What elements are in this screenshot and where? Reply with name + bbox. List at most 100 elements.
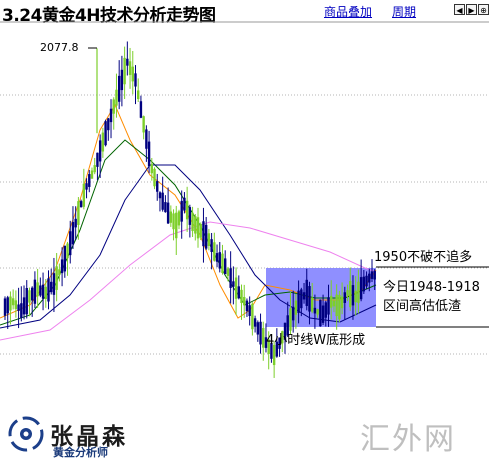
candle-body — [221, 253, 224, 274]
candle-body — [107, 118, 110, 131]
candle-body — [283, 322, 287, 340]
candle-body — [264, 337, 268, 348]
candle-body — [28, 290, 31, 303]
range-note-line1: 今日1948-1918 — [383, 280, 480, 295]
candle-body — [368, 273, 371, 283]
candle-body — [85, 183, 88, 190]
candle-body — [96, 152, 99, 167]
candle-body — [126, 58, 129, 66]
candle-body — [180, 200, 183, 222]
candle-body — [17, 304, 20, 311]
candle-body — [308, 286, 311, 312]
candle-body — [365, 275, 368, 287]
candle-body — [131, 66, 134, 82]
candle-body — [240, 289, 243, 304]
candle-body — [226, 268, 230, 276]
candle-body — [210, 239, 213, 252]
candle-body — [346, 290, 349, 296]
candle-body — [66, 243, 69, 259]
candle-body — [36, 282, 39, 297]
candle-body — [82, 183, 86, 207]
candle-body — [302, 292, 306, 300]
candle-body — [137, 90, 140, 100]
candle-body — [120, 69, 124, 91]
candle-body — [218, 252, 221, 269]
candle-body — [305, 279, 308, 306]
candle-body — [357, 281, 360, 303]
candle-body — [243, 296, 246, 306]
candle-body — [25, 288, 28, 315]
candle-body — [117, 75, 121, 102]
candle-body — [142, 116, 145, 133]
candle-body — [112, 99, 115, 114]
candle-body — [256, 322, 260, 335]
candle-body — [316, 309, 319, 315]
candle-body — [232, 281, 235, 287]
candle-body — [22, 297, 26, 315]
arrow-right-icon[interactable]: ▶ — [466, 4, 477, 15]
candle-body — [349, 280, 352, 308]
candle-body — [194, 216, 197, 234]
candle-body — [145, 129, 148, 149]
candle-body — [289, 308, 292, 331]
candle-body — [90, 170, 94, 179]
analyst-name: 张晶森 — [50, 423, 128, 450]
candle-body — [98, 140, 102, 162]
candle-body — [335, 294, 338, 317]
candle-body — [253, 318, 257, 327]
site-watermark: 汇外网 — [360, 422, 456, 457]
candle-body — [3, 298, 7, 316]
candle-body — [158, 192, 162, 199]
candle-body — [330, 295, 333, 308]
candle-body — [47, 278, 50, 302]
arrow-left-icon[interactable]: ◀ — [454, 4, 465, 15]
candle-body — [93, 165, 96, 173]
candle-body — [104, 121, 107, 146]
overlay-commodity-link[interactable]: 商品叠加 — [324, 5, 373, 19]
candle-body — [166, 202, 170, 224]
candle-body — [275, 341, 279, 357]
candle-body — [237, 286, 240, 299]
candles — [3, 41, 376, 378]
candle-body — [297, 290, 300, 313]
candle-body — [191, 212, 194, 232]
candle-body — [351, 285, 355, 306]
candle-body — [60, 259, 64, 274]
candle-body — [270, 342, 273, 359]
candle-body — [370, 271, 374, 279]
candle-body — [354, 290, 357, 303]
candle-body — [134, 73, 137, 87]
candle-body — [14, 300, 18, 310]
candle-body — [327, 297, 330, 315]
candle-body — [199, 224, 202, 238]
candle-body — [52, 273, 56, 295]
candle-body — [215, 253, 219, 262]
candle-body — [109, 108, 113, 123]
candle-body — [310, 297, 314, 312]
candle-body — [169, 211, 173, 223]
candle-body — [41, 284, 45, 299]
candle-body — [39, 285, 42, 296]
candle-body — [172, 213, 175, 230]
candle-body — [185, 200, 189, 220]
candle-body — [248, 305, 251, 317]
candle-body — [164, 202, 167, 213]
candle-body — [183, 197, 186, 211]
candle-body — [373, 270, 376, 280]
candle-body — [128, 61, 132, 75]
analyst-subtitle: 黄金分析师 — [53, 446, 108, 459]
candle-body — [324, 302, 327, 318]
candle-body — [161, 192, 164, 210]
candle-body — [340, 296, 344, 309]
period-link[interactable]: 周期 — [392, 5, 417, 19]
candle-body — [6, 297, 9, 314]
candle-body — [294, 300, 298, 315]
grid-lines — [0, 94, 489, 355]
candle-body — [234, 277, 238, 299]
candle-body — [44, 286, 47, 300]
candle-body — [188, 207, 192, 225]
candle-body — [20, 303, 23, 319]
candle-body — [359, 277, 363, 300]
